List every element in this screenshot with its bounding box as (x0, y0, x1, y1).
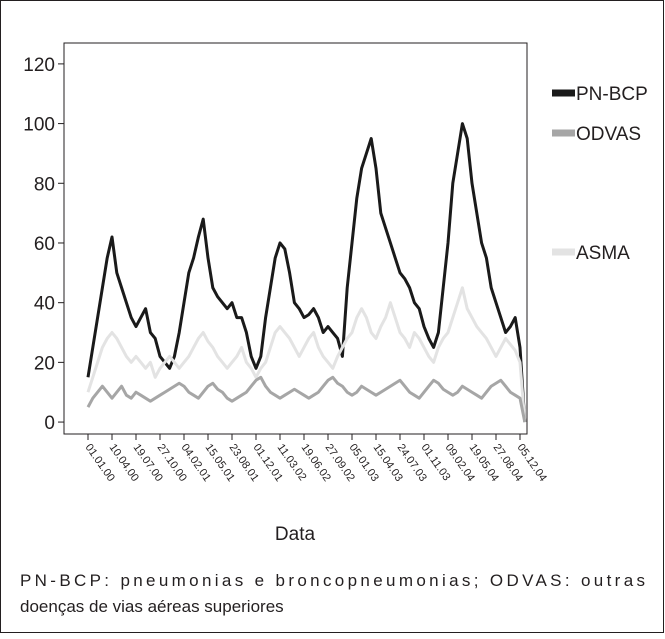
x-axis-label: Data (275, 524, 316, 545)
caption: doenças de vias aéreas superiores (20, 597, 284, 616)
series-line (86, 286, 527, 423)
series-line (86, 122, 527, 423)
y-tick-label: 40 (34, 294, 55, 315)
plot-area (63, 42, 528, 435)
y-tick-label: 0 (44, 413, 55, 434)
legend-label: ASMA (576, 243, 630, 264)
y-tick-label: 100 (23, 115, 55, 136)
legend-label: PN-BCP (576, 84, 648, 105)
y-tick-label: 80 (34, 174, 55, 195)
y-tick-label: 20 (34, 353, 55, 374)
y-tick-label: 60 (34, 234, 55, 255)
y-tick-label: 120 (23, 55, 55, 76)
series-line (86, 375, 527, 423)
legend-label: ODVAS (576, 124, 641, 145)
